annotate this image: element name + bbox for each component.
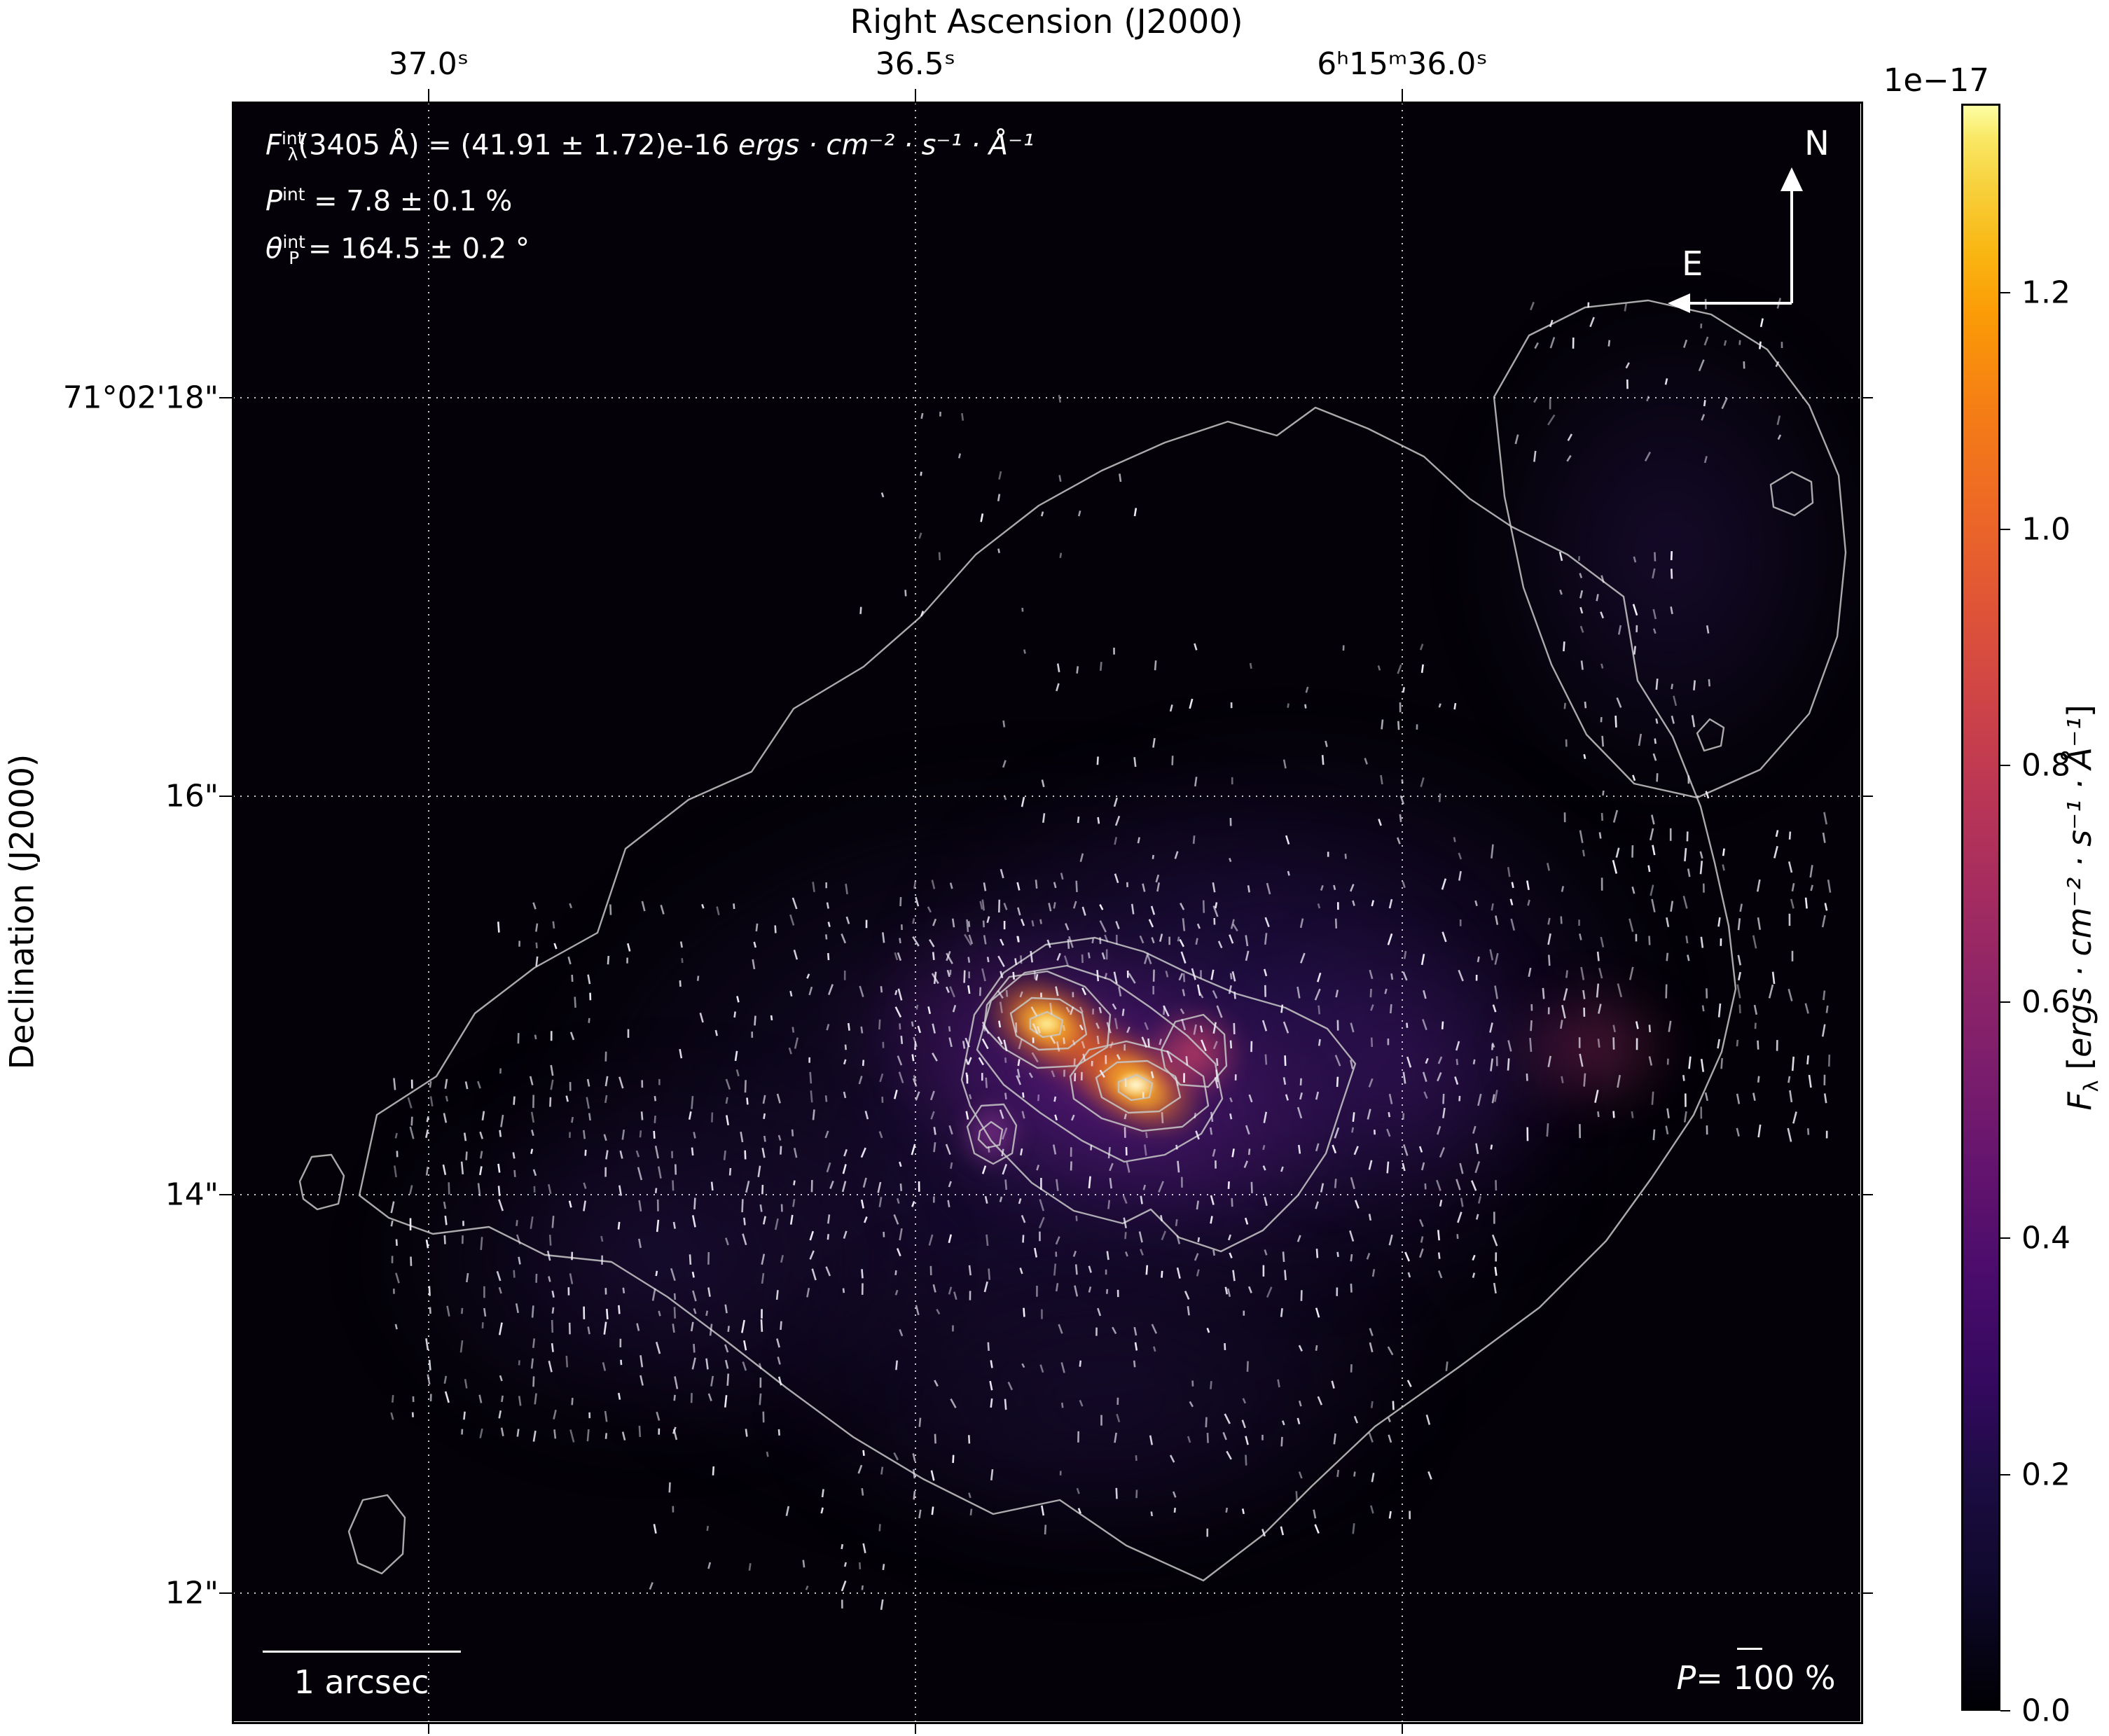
contour-island-knot <box>1769 471 1814 517</box>
tick-mark <box>1862 397 1873 398</box>
compass-north-label: N <box>1804 124 1830 163</box>
colorbar-tick-label: 0.6 <box>2021 984 2070 1020</box>
y-tick-label: 16" <box>165 778 219 814</box>
contour-southwest-bloblet <box>347 1494 406 1575</box>
y-tick-label: 12" <box>165 1575 219 1611</box>
tick-mark <box>1402 89 1403 102</box>
contour-purple-knot-inner <box>977 1120 1004 1149</box>
tick-mark <box>1862 1592 1873 1594</box>
polarization-vectors <box>390 298 1832 1610</box>
tick-mark <box>219 1194 232 1195</box>
x-tick-label: 6ʰ15ᵐ36.0ˢ <box>1317 46 1488 82</box>
tick-mark <box>219 1592 232 1594</box>
contour-east-5 <box>1117 1074 1154 1102</box>
polarization-key-label: P= 100 % <box>1676 1659 1836 1697</box>
colorbar-tick-mark <box>2000 1237 2010 1239</box>
colorbar-axis-label: Fλ [ergs · cm⁻² · s⁻¹ · Å⁻¹] <box>2060 704 2103 1111</box>
pink-knot <box>1140 1005 1245 1103</box>
grid-line-ra-36.5s <box>915 103 916 1721</box>
contour-west-4 <box>1009 997 1088 1051</box>
tick-mark <box>428 89 429 102</box>
colorbar-tick-label: 0.0 <box>2021 1693 2070 1729</box>
annotation-line: θintP = 164.5 ± 0.2 ° <box>265 231 530 268</box>
colorbar-tick-label: 1.0 <box>2021 511 2070 547</box>
grid-line-dec-16 <box>233 796 1860 797</box>
contour-west-5 <box>1029 1011 1064 1039</box>
colorbar-tick-mark <box>2000 292 2010 293</box>
polarization-key-line <box>1737 1648 1762 1650</box>
colorbar-tick-label: 0.2 <box>2021 1457 2070 1492</box>
compass-east-arrow-head <box>1668 293 1690 313</box>
y-tick-label: 14" <box>165 1176 219 1213</box>
tick-mark <box>915 89 916 102</box>
integrated-measurements-annotation: Fintλ(3405 Å) = (41.91 ± 1.72)e-16 ergs … <box>265 118 1034 278</box>
colorbar-tick-mark <box>2000 1473 2010 1475</box>
x-axis-title: Right Ascension (J2000) <box>850 3 1243 41</box>
grid-line-ra-37.0s <box>428 103 429 1721</box>
scale-bar-label: 1 arcsec <box>293 1663 429 1701</box>
annotation-line: Pint = 7.8 ± 0.1 % <box>265 184 513 218</box>
sky-map-plot-area: Fintλ(3405 Å) = (41.91 ± 1.72)e-16 ergs … <box>233 103 1860 1721</box>
colorbar-tick-label: 0.8 <box>2021 747 2070 784</box>
contour-east-4 <box>1095 1060 1182 1114</box>
contour-west-bloblet <box>298 1153 345 1211</box>
tick-mark <box>915 1723 916 1734</box>
x-tick-label: 37.0ˢ <box>388 46 469 82</box>
grid-line-dec-12 <box>233 1592 1860 1594</box>
contour-island-inner <box>1696 718 1725 752</box>
compass-east-arrow-shaft <box>1689 302 1792 305</box>
tick-mark <box>428 1723 429 1734</box>
grid-line-dec-18 <box>233 397 1860 398</box>
grid-line-dec-14 <box>233 1194 1860 1195</box>
contour-island <box>1493 299 1847 799</box>
colorbar <box>1961 104 2000 1711</box>
flux-contours <box>298 299 1847 1582</box>
tick-mark <box>219 796 232 797</box>
contour-purple-knot <box>966 1103 1018 1165</box>
colorbar-tick-mark <box>2000 528 2010 530</box>
annotation-line: Fintλ(3405 Å) = (41.91 ± 1.72)e-16 ergs … <box>265 128 1035 165</box>
tick-mark <box>1862 796 1873 797</box>
tick-mark <box>219 397 232 398</box>
colorbar-offset-text: 1e−17 <box>1883 62 1989 99</box>
compass-north-arrow-shaft <box>1790 188 1793 303</box>
colorbar-tick-label: 0.4 <box>2021 1220 2070 1256</box>
tick-mark <box>1402 1723 1403 1734</box>
colorbar-tick-mark <box>2000 1710 2010 1711</box>
contour-outer <box>358 406 1737 1582</box>
contour-bar-1 <box>960 936 1357 1253</box>
x-tick-label: 36.5ˢ <box>875 46 956 82</box>
contour-bar-2 <box>976 964 1224 1163</box>
compass-north-arrow-head <box>1780 167 1803 191</box>
scale-bar-line <box>263 1651 461 1653</box>
tick-mark <box>1862 1194 1873 1195</box>
contour-east-3 <box>1069 1040 1210 1132</box>
compass-east-label: E <box>1682 244 1703 284</box>
y-tick-label: 71°02'18" <box>62 380 219 416</box>
contour-pink-knot <box>1160 1013 1228 1088</box>
colorbar-tick-mark <box>2000 765 2010 766</box>
colorbar-tick-label: 1.2 <box>2021 275 2070 311</box>
colorbar-tick-mark <box>2000 1001 2010 1003</box>
grid-line-ra-36.0s <box>1402 103 1403 1721</box>
